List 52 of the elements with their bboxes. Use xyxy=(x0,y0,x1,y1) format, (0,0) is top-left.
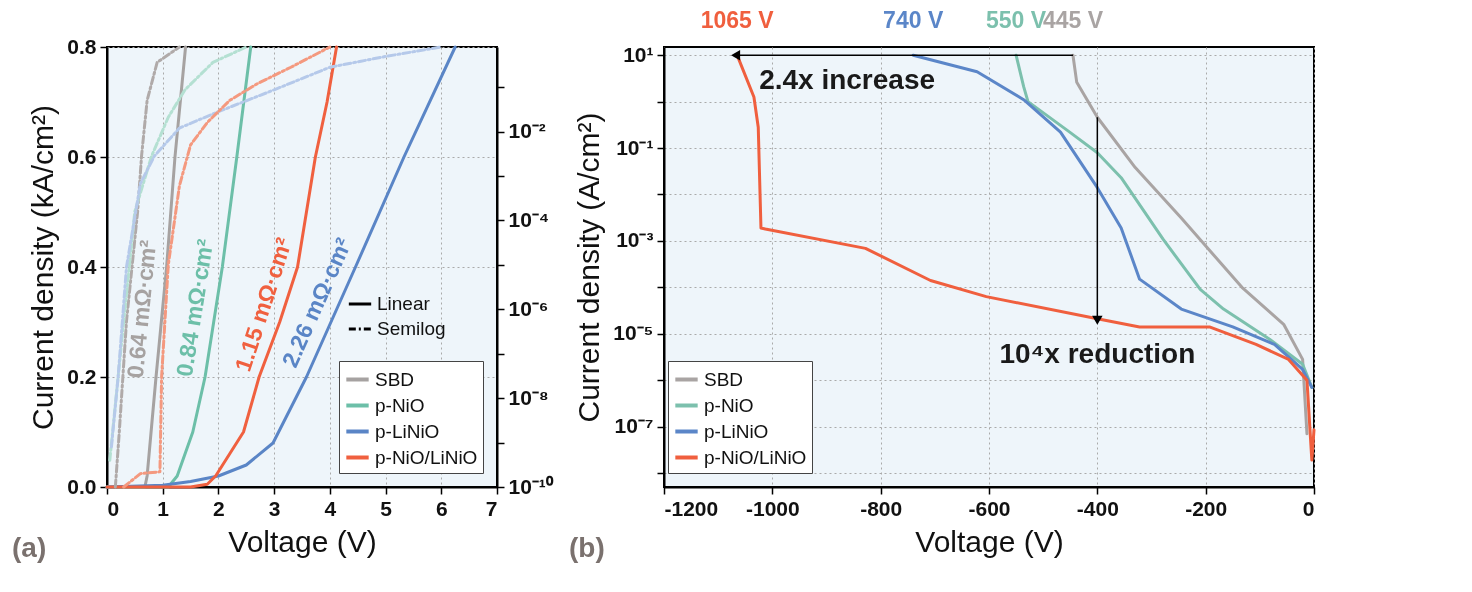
x-tick-label: -800 xyxy=(860,496,903,520)
x-tick-label: 1 xyxy=(157,496,170,520)
y-tick-label: 10⁻⁵ xyxy=(613,321,654,345)
x-tick-label: 7 xyxy=(485,496,498,520)
y-tick-label: 10⁻¹ xyxy=(616,135,654,159)
y-tick-label: 0.6 xyxy=(67,144,97,168)
x-tick-label: 6 xyxy=(435,496,448,520)
x-tick-label: 0 xyxy=(1302,496,1315,520)
x-tick-label: 0 xyxy=(107,496,120,520)
text: 1065 V xyxy=(700,7,775,34)
x-tick-label: -1000 xyxy=(745,496,800,520)
x-tick-label: 4 xyxy=(324,496,337,520)
text: 740 V xyxy=(883,7,944,34)
x-tick-label: 3 xyxy=(268,496,281,520)
y2-tick-label: 10⁻⁴ xyxy=(508,207,550,231)
x-tick-label: -600 xyxy=(968,496,1011,520)
legend-label: p-NiO xyxy=(375,394,425,416)
annotation: 0.84 mΩ·cm² xyxy=(171,236,219,379)
y-tick-label: 0.8 xyxy=(67,34,97,58)
y-tick-label: 0.4 xyxy=(67,254,97,278)
legend-label: p-NiO xyxy=(704,394,754,416)
annotation: Semilog xyxy=(377,318,446,339)
y-axis-title: Current density (kA/cm²) xyxy=(26,104,60,431)
x-axis-title: Voltage (V) xyxy=(228,524,377,558)
y2-tick-label: 10⁻¹⁰ xyxy=(508,474,554,498)
y-axis-title: Current density (A/cm²) xyxy=(572,112,606,423)
y2-tick-label: 10⁻² xyxy=(508,119,546,143)
y-tick-label: 0.0 xyxy=(67,474,97,498)
legend-label: SBD xyxy=(704,368,744,390)
y-tick-label: 10⁻³ xyxy=(616,228,654,252)
annotation: 10⁴x reduction xyxy=(999,337,1196,369)
legend-label: p-NiO/LiNiO xyxy=(375,446,478,468)
text: (b) xyxy=(569,532,605,563)
annotation: Linear xyxy=(377,293,431,314)
y2-tick-label: 10⁻⁶ xyxy=(508,296,549,320)
legend-label: p-LiNiO xyxy=(704,420,769,442)
x-tick-label: -1200 xyxy=(664,496,719,520)
legend-label: SBD xyxy=(375,368,415,390)
y-tick-label: 10¹ xyxy=(623,42,654,66)
x-tick-label: -200 xyxy=(1185,496,1228,520)
x-tick-label: 2 xyxy=(213,496,225,520)
annotation: 0.64 mΩ·cm² xyxy=(121,238,162,380)
legend-label: p-NiO/LiNiO xyxy=(704,446,807,468)
x-tick-label: -400 xyxy=(1076,496,1119,520)
x-axis-title: Voltage (V) xyxy=(915,524,1064,558)
y-tick-label: 0.2 xyxy=(67,364,97,388)
y2-tick-label: 10⁻⁸ xyxy=(508,385,549,409)
annotation: 2.4x increase xyxy=(759,64,936,96)
y-tick-label: 10⁻⁷ xyxy=(614,414,654,438)
text: (a) xyxy=(12,532,47,563)
x-tick-label: 5 xyxy=(380,496,393,520)
legend-label: p-LiNiO xyxy=(375,420,440,442)
